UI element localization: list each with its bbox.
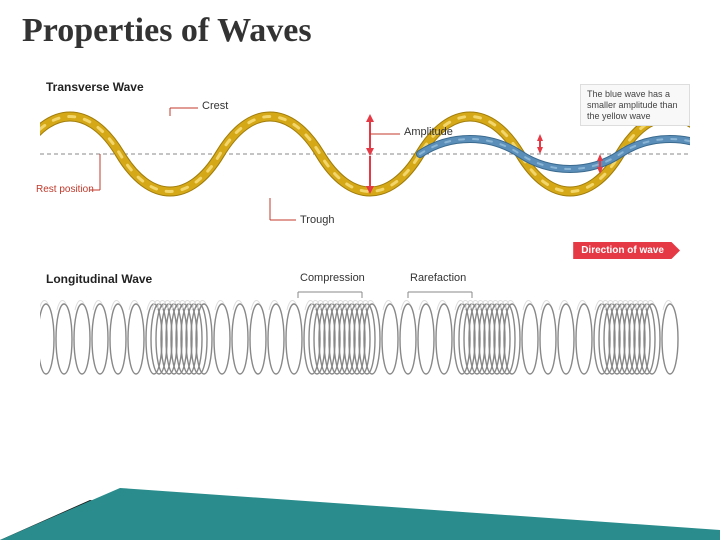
amplitude-label: Amplitude <box>404 126 453 138</box>
slide-decoration <box>0 460 720 540</box>
transverse-section-label: Transverse Wave <box>46 80 144 94</box>
diagram-container: Transverse Wave <box>40 80 690 420</box>
info-box: The blue wave has a smaller amplitude th… <box>580 84 690 126</box>
longitudinal-wave-svg <box>40 284 690 394</box>
crest-label: Crest <box>202 100 228 112</box>
title-text: Properties of Waves <box>22 12 312 49</box>
rest-position-label: Rest position <box>36 184 96 195</box>
rarefaction-label: Rarefaction <box>410 272 466 284</box>
page-title: Properties of Waves <box>22 12 312 50</box>
trough-label: Trough <box>300 214 334 226</box>
compression-label: Compression <box>300 272 365 284</box>
coil-spring <box>40 300 678 374</box>
direction-badge: Direction of wave <box>573 242 680 259</box>
